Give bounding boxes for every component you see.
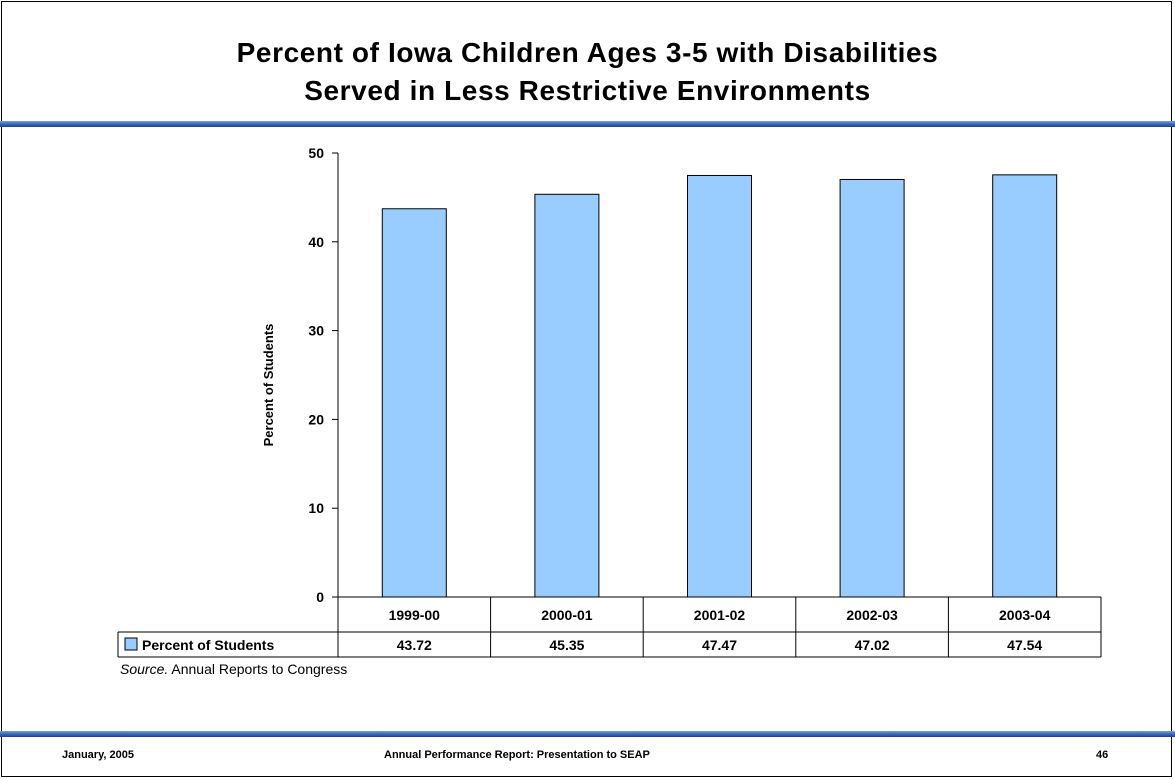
bar-chart: 0 10 20 30 40 50 Percent of Students 1999-00 200… — [117, 145, 1102, 658]
data-value-label: 47.54 — [1007, 637, 1042, 653]
y-tick-label: 50 — [308, 145, 324, 161]
source-text: Annual Reports to Congress — [168, 661, 348, 677]
y-axis-title: Percent of Students — [261, 324, 276, 447]
bar — [381, 208, 447, 598]
title-line-2: Served in Less Restrictive Environments — [304, 75, 871, 106]
bar — [687, 174, 752, 598]
legend-label: Percent of Students — [142, 637, 274, 653]
data-value-label: 47.02 — [855, 637, 890, 653]
bar — [839, 178, 905, 598]
y-tick-label: 20 — [308, 411, 324, 427]
footer-date: January, 2005 — [62, 749, 134, 761]
bar — [534, 193, 600, 598]
data-value-label: 47.47 — [702, 637, 737, 653]
x-category-label: 1999-00 — [389, 607, 441, 623]
bar — [992, 174, 1058, 598]
x-category-label: 2001-02 — [694, 607, 746, 623]
y-tick-label: 40 — [308, 234, 324, 250]
footer-report-title: Annual Performance Report: Presentation … — [384, 749, 650, 761]
title-divider — [0, 121, 1175, 127]
data-value-label: 43.72 — [397, 637, 432, 653]
x-category-label: 2002-03 — [846, 607, 898, 623]
y-tick-label: 30 — [308, 323, 324, 339]
data-value-label: 45.35 — [549, 637, 584, 653]
title-line-1: Percent of Iowa Children Ages 3-5 with D… — [236, 37, 939, 68]
y-tick-label: 10 — [308, 500, 324, 516]
legend-swatch — [124, 637, 138, 651]
x-category-label: 2003-04 — [999, 607, 1051, 623]
source-note: Source. Annual Reports to Congress — [120, 661, 347, 677]
x-category-label: 2000-01 — [541, 607, 593, 623]
source-label: Source. — [120, 661, 169, 677]
y-tick-label: 0 — [316, 589, 324, 605]
chart-title: Percent of Iowa Children Ages 3-5 with D… — [0, 34, 1175, 110]
footer-divider — [0, 731, 1175, 737]
footer-page-number: 46 — [1096, 749, 1109, 761]
